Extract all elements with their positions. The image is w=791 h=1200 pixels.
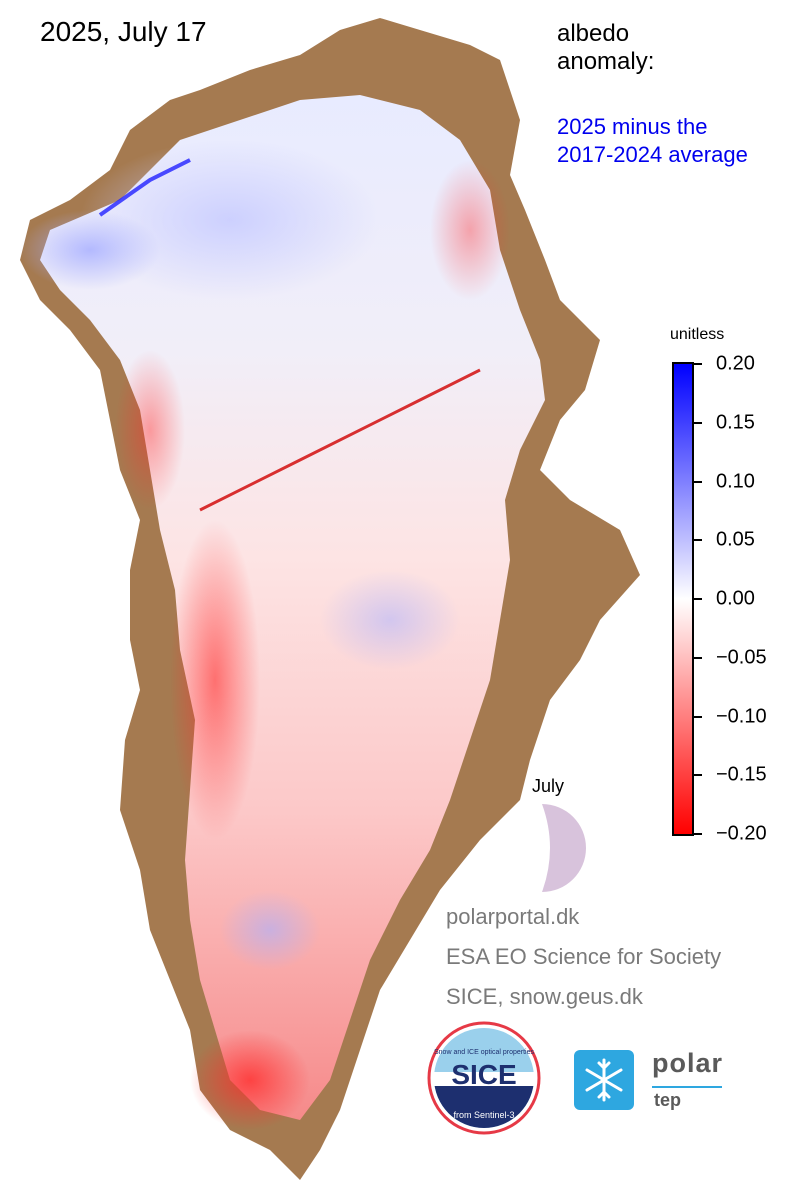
- colorbar-tick: [694, 421, 702, 424]
- colorbar-tick: [694, 363, 702, 365]
- colorbar: [672, 362, 694, 836]
- month-indicator-icon: [542, 804, 586, 892]
- red-anomaly-east: [430, 160, 510, 300]
- blue-anomaly-south: [220, 890, 320, 970]
- red-anomaly-southwest: [190, 1030, 310, 1130]
- credit-polarportal: polarportal.dk: [446, 904, 580, 929]
- colorbar-tick-label: 0.00: [716, 587, 755, 610]
- svg-text:from Sentinel-3: from Sentinel-3: [453, 1110, 514, 1120]
- colorbar-tick: [694, 656, 702, 659]
- red-anomaly-northwest-margin: [115, 350, 185, 510]
- map-subtitle: 2025 minus the 2017-2024 average: [557, 114, 748, 167]
- colorbar-tick-label: 0.15: [716, 411, 755, 434]
- colorbar-tick: [694, 598, 702, 600]
- colorbar-units: unitless: [670, 326, 725, 343]
- snowflake-icon: [574, 1050, 634, 1110]
- colorbar-tick-label: −0.15: [716, 763, 767, 786]
- month-label: July: [532, 776, 565, 796]
- colorbar-tick-label: 0.10: [716, 470, 755, 492]
- polar-divider: [652, 1086, 722, 1088]
- colorbar-tick-label: 0.05: [716, 528, 755, 551]
- colorbar-tick: [694, 774, 702, 777]
- colorbar-tick-label: −0.20: [716, 822, 767, 845]
- colorbar-tick-label: −0.10: [716, 705, 767, 727]
- colorbar-tick: [694, 480, 702, 483]
- colorbar-tick: [694, 833, 702, 835]
- anomaly-label: albedo anomaly:: [557, 20, 655, 75]
- credit-esa: ESA EO Science for Society: [446, 944, 722, 969]
- colorbar-tick-label: 0.20: [716, 352, 755, 375]
- tep-word: tep: [654, 1090, 681, 1110]
- credit-sice: SICE, snow.geus.dk: [446, 984, 643, 1009]
- ice-sheet: [40, 95, 545, 1120]
- polar-word: polar: [652, 1048, 724, 1078]
- blue-coast-northwest: [98, 158, 191, 217]
- red-anomaly-west: [170, 520, 260, 840]
- blue-anomaly-northwest: [20, 210, 160, 290]
- sice-logo-name: SICE: [451, 1059, 516, 1090]
- map-title: 2025, July 17: [40, 16, 207, 47]
- blue-anomaly-center: [320, 570, 460, 670]
- svg-text:Snow and ICE optical propertie: Snow and ICE optical properties: [434, 1049, 534, 1056]
- colorbar-tick: [694, 715, 702, 718]
- colorbar-tick: [694, 539, 702, 542]
- red-streak: [199, 368, 481, 512]
- colorbar-tick-label: −0.05: [716, 646, 767, 669]
- sice-logo: SICE from Sentinel-3 Snow and ICE optica…: [427, 1021, 541, 1135]
